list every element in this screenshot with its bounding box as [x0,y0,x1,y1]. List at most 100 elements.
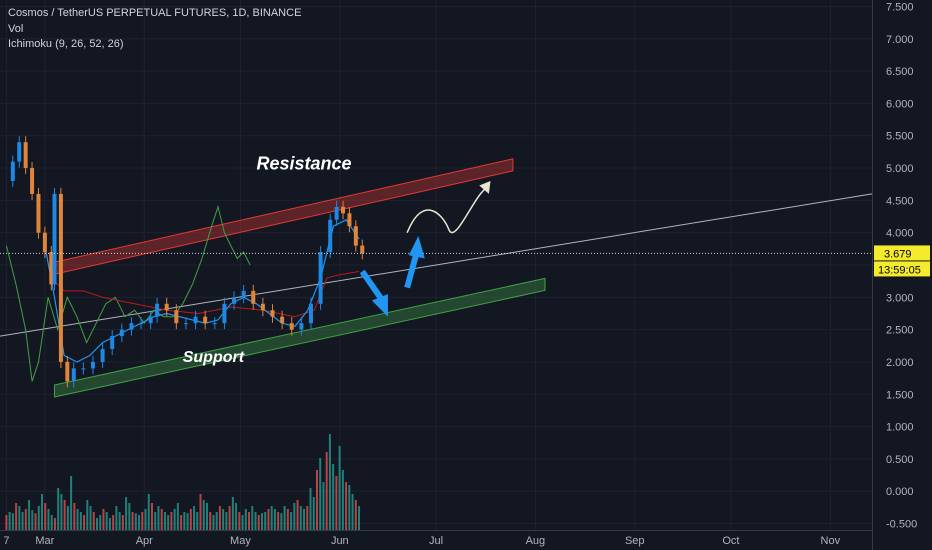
volume-bar [260,513,263,530]
volume-bar [354,500,357,530]
volume-bar [44,503,47,530]
volume-bar [277,512,280,530]
volume-bar [37,506,40,530]
volume-bar [325,452,328,530]
time-tick-label: Sep [625,535,645,547]
volume-bar [170,512,173,530]
volume-bar [196,512,199,530]
volume-bar [167,515,170,530]
candle-body [193,316,198,324]
volume-bar [290,512,293,530]
volume-bar [150,503,153,530]
ichimoku-legend[interactable]: Ichimoku (9, 26, 52, 26) [8,38,124,50]
volume-bar [180,515,183,530]
volume-bar [322,482,325,530]
candle-body [155,303,160,317]
candle-body [280,316,285,324]
volume-bar [296,500,299,530]
volume-bar [351,494,354,530]
candle-body [347,213,352,227]
candle-body [10,161,15,181]
candle-body [318,252,323,304]
volume-bar [176,503,179,530]
time-tick-label: 7 [3,535,9,547]
volume-bar [128,503,131,530]
volume-bar [306,506,309,530]
volume-bar [76,509,79,530]
price-tick-label: 5.000 [886,163,914,175]
candle-body [251,290,256,304]
time-tick-label: May [230,535,251,547]
candle-body [42,232,47,253]
volume-bar [309,488,312,530]
volume-bar [338,446,341,530]
base-line [50,271,360,318]
volume-bar [228,506,231,530]
volume-bar [222,509,225,530]
volume-bar [141,512,144,530]
price-tick-label: 7.500 [886,1,914,13]
volume-bar [299,506,302,530]
volume-bar [173,509,176,530]
volume-bar [157,506,160,530]
volume-bar [147,494,150,530]
volume-bar [251,506,254,530]
volume-bar [47,509,50,530]
time-tick-label: Jul [429,535,443,547]
price-tick-label: 1.500 [886,389,914,401]
candle-body [148,316,153,324]
resistance-label: Resistance [256,153,351,173]
candle-body [30,168,35,194]
volume-bar [50,515,53,530]
volume-bar [328,434,331,530]
volume-bar [11,513,14,530]
volume-bar [345,482,348,530]
volume-bar [248,512,251,530]
volume-bar [8,512,11,530]
volume-bar [53,518,56,530]
price-tick-label: 3.000 [886,292,914,304]
candle-body [241,290,246,298]
volume-bar [332,464,335,530]
volume-bar [70,476,73,530]
volume-bar [189,509,192,530]
candle-body [58,193,63,362]
price-tick-label: 6.500 [886,66,914,78]
timer-tag-box [874,261,930,277]
volume-bar [312,497,315,530]
candle-body [100,349,105,362]
candle-body [81,368,86,370]
candle-body [360,245,365,254]
candle-body [203,316,208,324]
volume-bar [89,506,92,530]
candle-body [71,368,76,382]
price-tick-label: 4.000 [886,228,914,240]
volume-bar [212,515,215,530]
volume-bar [18,506,21,530]
volume-bar [34,513,37,530]
candle-body [308,303,313,324]
volume-bar [105,512,108,530]
legend: Cosmos / TetherUS PERPETUAL FUTURES, 1D,… [8,6,301,53]
candle-body [334,206,339,220]
volume-bar [115,506,118,530]
candle-body [183,323,188,325]
symbol-title[interactable]: Cosmos / TetherUS PERPETUAL FUTURES, 1D,… [8,7,302,19]
volume-bar [218,506,221,530]
volume-legend[interactable]: Vol [8,22,24,35]
time-tick-label: Nov [821,535,841,547]
time-tick-label: Apr [136,535,153,547]
volume-bar [202,500,205,530]
time-tick-label: Mar [35,535,54,547]
projection-curve-head [479,180,491,194]
volume-bar [319,458,322,530]
lagging-span-line [5,204,251,382]
up-arrow-head [408,235,425,259]
volume-bar [315,470,318,530]
volume-bar [144,509,147,530]
volume-bar [257,515,260,530]
candle-body [328,219,333,253]
volume-bar [273,509,276,530]
volume-bar [21,512,24,530]
